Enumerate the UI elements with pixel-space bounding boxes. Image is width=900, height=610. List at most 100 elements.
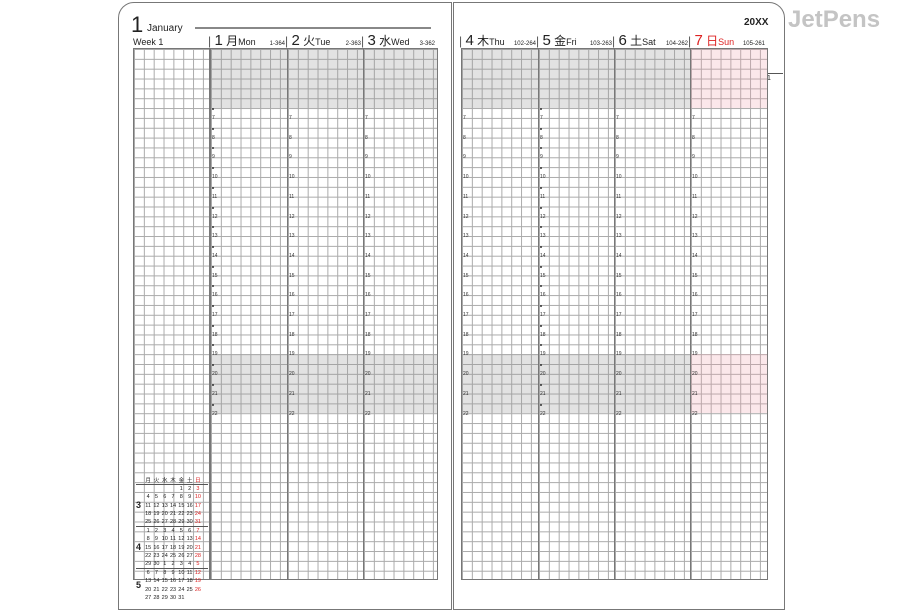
mini-day: 24 (161, 552, 168, 559)
mini-day: 16 (153, 544, 160, 551)
hour-label: 13 (616, 233, 622, 240)
mini-day: 9 (171, 570, 175, 577)
hour-label: 19 (692, 351, 698, 358)
shaded-evening (691, 354, 767, 414)
hour-label: 15 (463, 272, 469, 279)
hour-label: 11 (365, 193, 371, 200)
hour-label: 20 (212, 371, 218, 378)
mini-day: 3 (163, 528, 167, 535)
day-column-tue[interactable]: 7 8 9 10 11 12 13 14 15 16 17 18 19 20 21 22 (287, 48, 364, 580)
hour-label: 14 (616, 252, 622, 259)
hour-label: 9 (616, 154, 619, 161)
mini-day: 22 (145, 552, 152, 559)
hour-label: 20 (289, 371, 295, 378)
hour-label: 12 (692, 213, 698, 220)
day-jp: 土 (630, 34, 643, 48)
day-column-wed[interactable]: 7 8 9 10 11 12 13 14 15 16 17 18 19 20 21 22 (363, 48, 438, 580)
mini-day: 14 (194, 536, 201, 543)
watermark-logo: JetPens (788, 6, 881, 33)
hour-label: 10 (692, 174, 698, 181)
mini-calendar: 月火水木金土日 3 1 2 3 4 5 6 7 8 9 10 11 12 13 14 15 16 17 18 19 20 2… (136, 476, 208, 602)
weekday-header: 月 (145, 478, 151, 485)
hour-label: 12 (365, 213, 371, 220)
mini-day: 1 (179, 486, 183, 493)
hour-label: 19 (616, 351, 622, 358)
hour-label: 11 (692, 193, 698, 200)
mini-day: 1 (146, 528, 150, 535)
mini-day: 25 (145, 519, 152, 526)
mini-day: 30 (169, 594, 177, 601)
mini-month-label: 4 (136, 542, 142, 553)
mini-day: 22 (178, 510, 185, 517)
shaded-morning (288, 49, 363, 109)
hour-label: 22 (463, 410, 469, 417)
half-hour-dot (540, 186, 542, 189)
half-hour-dot (540, 265, 542, 268)
hour-label: 15 (289, 272, 295, 279)
half-hour-dot (212, 245, 214, 248)
mini-day: 28 (153, 594, 160, 601)
mini-day: 23 (169, 586, 177, 593)
hour-label: 19 (365, 351, 371, 358)
hour-label: 10 (212, 174, 218, 181)
half-hour-dot (540, 127, 542, 130)
mini-day: 1 (163, 560, 167, 567)
weekday-header: 木 (170, 478, 176, 485)
mini-day: 21 (153, 586, 160, 593)
hour-label: 21 (289, 390, 295, 397)
half-hour-dot (540, 344, 542, 347)
day-column-mon[interactable]: 7 8 9 10 11 12 13 14 15 16 17 18 19 20 21 22 (210, 48, 288, 580)
shaded-evening (364, 354, 437, 414)
mini-day: 14 (169, 502, 177, 509)
mini-day: 28 (194, 552, 201, 559)
day-column-fri[interactable]: 7 8 9 10 11 12 13 14 15 16 17 18 19 20 21 22 (538, 48, 615, 580)
mini-day: 20 (161, 510, 168, 517)
day-column-sun[interactable]: 7 8 9 10 11 12 13 14 15 16 17 18 19 20 21 22 (690, 48, 768, 580)
shaded-evening (539, 354, 614, 414)
mini-day: 30 (153, 560, 160, 567)
hour-label: 7 (289, 115, 292, 121)
mini-day: 19 (194, 578, 201, 585)
half-hour-dot (212, 383, 214, 386)
month-name: January (147, 23, 183, 34)
half-hour-dot (212, 167, 214, 170)
hour-label: 19 (463, 351, 469, 358)
day-en: Fri (566, 37, 577, 47)
week-notes-grid[interactable] (133, 48, 210, 580)
hour-label: 11 (540, 193, 546, 200)
hour-label: 7 (616, 115, 619, 121)
mini-day: 27 (186, 552, 193, 559)
hour-label: 14 (212, 252, 218, 259)
hour-label: 7 (463, 115, 466, 121)
hour-label: 22 (289, 410, 295, 417)
hour-label: 11 (463, 193, 469, 200)
mini-day: 26 (178, 552, 185, 559)
day-column-thu[interactable]: 7 8 9 10 11 12 13 14 15 16 17 18 19 20 21 22 (461, 48, 539, 580)
hour-label: 18 (692, 331, 698, 338)
hour-label: 14 (540, 252, 546, 259)
hour-label: 7 (540, 115, 543, 121)
hour-label: 13 (540, 233, 546, 240)
mini-day: 28 (169, 519, 177, 526)
mini-day: 29 (145, 560, 152, 567)
mini-day: 5 (179, 528, 183, 535)
hour-label: 7 (365, 115, 368, 121)
day-jp: 月 (226, 34, 239, 48)
mini-day: 11 (186, 570, 193, 577)
mini-day: 3 (196, 486, 200, 493)
hour-label: 10 (365, 174, 371, 181)
hour-label: 18 (540, 331, 546, 338)
day-header-sun: | 7 日 Sun 105-261 (688, 32, 765, 49)
mini-day: 7 (196, 528, 200, 535)
hour-label: 22 (616, 410, 622, 417)
mini-day: 19 (153, 510, 160, 517)
half-hour-dot (540, 147, 542, 150)
hour-label: 22 (692, 410, 698, 417)
half-hour-dot (540, 324, 542, 327)
day-en: Thu (489, 37, 505, 47)
mini-day: 10 (194, 494, 201, 501)
day-column-sat[interactable]: 7 8 9 10 11 12 13 14 15 16 17 18 19 20 21 22 (614, 48, 691, 580)
mini-day: 13 (161, 502, 168, 509)
hour-label: 20 (365, 371, 371, 378)
hour-label: 11 (212, 193, 218, 200)
